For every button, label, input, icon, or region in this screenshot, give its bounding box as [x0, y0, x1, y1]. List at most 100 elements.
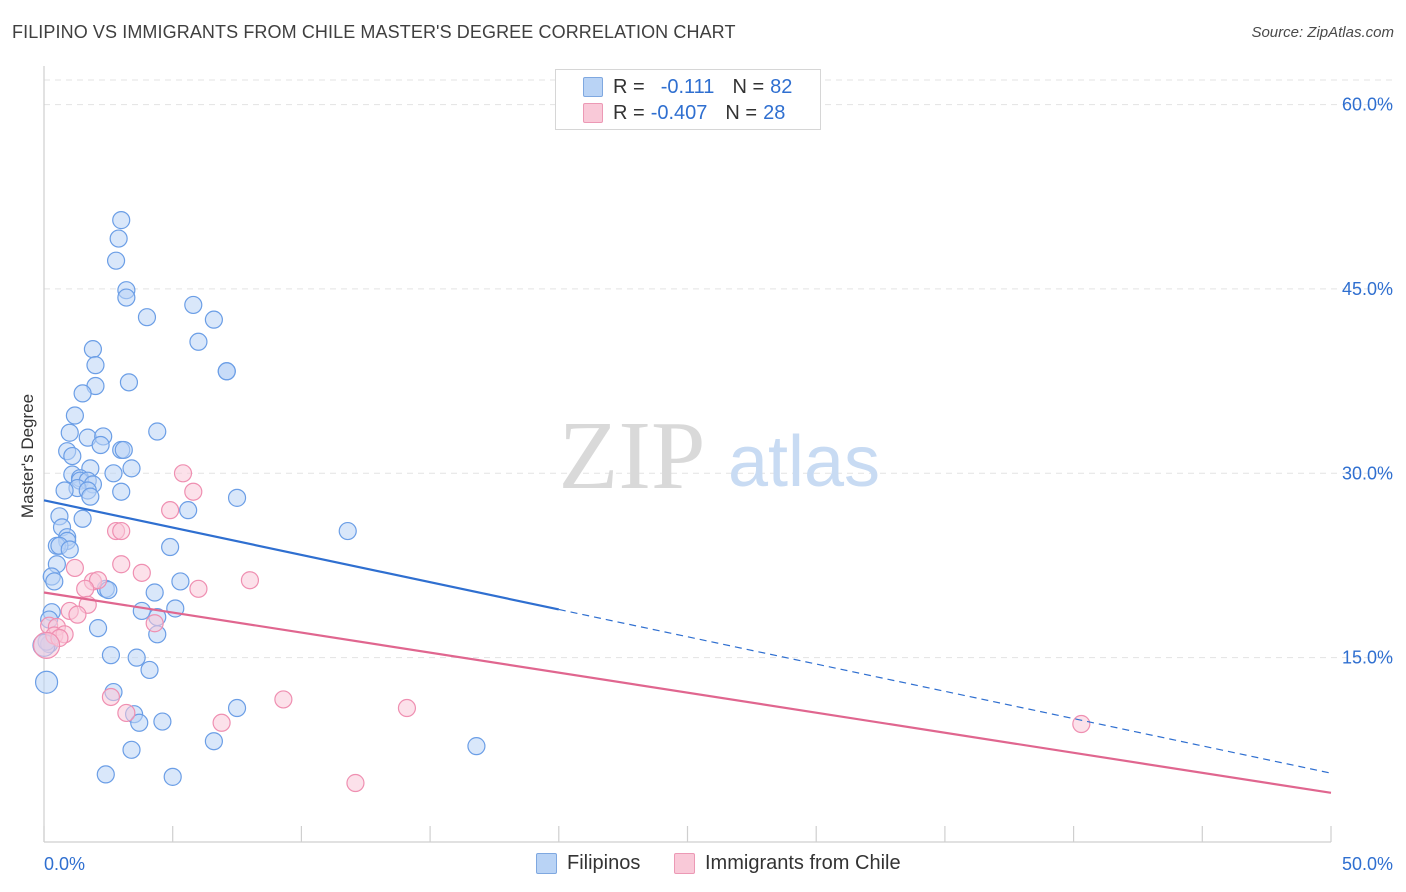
y-axis-label: Master's Degree [18, 393, 37, 519]
filipinos-point [179, 501, 198, 520]
chile-point [145, 614, 164, 633]
chile-point [173, 464, 193, 483]
n-value: 28 [763, 101, 786, 124]
chile-points [32, 464, 1091, 793]
filipinos-point [130, 713, 149, 732]
correlation-legend: R = -0.111 N = 82 R = -0.407 N = 28 [555, 69, 821, 130]
filipinos-point [63, 446, 82, 466]
filipinos-swatch [583, 77, 603, 97]
filipinos-point [88, 619, 108, 638]
filipinos-point [338, 521, 357, 541]
filipinos-point [101, 646, 121, 665]
filipinos-point [204, 310, 223, 329]
filipinos-point [122, 459, 141, 478]
filipinos-point [81, 487, 100, 506]
filipinos-point [112, 482, 131, 501]
filipinos-point [117, 288, 136, 307]
chile-point [189, 579, 208, 598]
filipinos-point [217, 362, 236, 381]
chile-point [212, 713, 231, 732]
filipinos-point [65, 406, 84, 425]
chile-point [397, 698, 417, 718]
trend-lines [43, 499, 1332, 794]
filipinos-point [171, 572, 190, 591]
chile-point [88, 571, 108, 590]
chile-point [101, 687, 121, 707]
filipinos-point [114, 440, 133, 460]
watermark-atlas: atlas [728, 422, 880, 502]
filipinos-point [104, 464, 123, 483]
filipinos-point [145, 583, 164, 602]
series-legend: Filipinos Immigrants from Chile [0, 852, 1406, 876]
y-tick-label: 60.0% [1342, 95, 1393, 115]
filipinos-point [73, 509, 92, 528]
filipinos-point [55, 481, 74, 500]
filipinos-point [227, 488, 247, 507]
legend-row-chile: R = -0.407 N = 28 [583, 102, 785, 124]
chile-point [274, 690, 293, 709]
legend-label-chile: Immigrants from Chile [705, 852, 901, 874]
filipinos-point [127, 648, 146, 667]
filipinos-point [122, 740, 141, 759]
chile-point [32, 631, 61, 659]
filipinos-point [140, 660, 159, 680]
chile-point [68, 605, 87, 624]
n-label: N = [732, 75, 765, 98]
gridlines [44, 79, 1393, 659]
watermark-zip: ZIP [559, 402, 706, 510]
filipinos-point [109, 229, 128, 248]
source-label: Source: ZipAtlas.com [1251, 24, 1394, 41]
filipinos-point [467, 737, 486, 756]
r-label: R = [613, 101, 645, 124]
filipinos-point [83, 340, 103, 359]
filipinos-point [91, 435, 110, 455]
legend-item-filipinos[interactable]: Filipinos [536, 852, 640, 875]
axes [43, 66, 1332, 843]
chile-point [132, 563, 151, 582]
legend-row-filipinos: R = -0.111 N = 82 [583, 76, 792, 98]
filipinos-trend-solid [43, 499, 560, 611]
filipinos-points [32, 211, 486, 786]
chile-point [65, 558, 84, 578]
chile-point [346, 773, 365, 793]
filipinos-point [106, 251, 126, 270]
filipinos-point [148, 422, 167, 441]
filipinos-point [163, 767, 182, 786]
filipinos-point [96, 765, 115, 784]
filipinos-point [45, 572, 64, 591]
filipinos-point [227, 698, 247, 718]
y-tick-label: 30.0% [1342, 463, 1393, 483]
chile-point [76, 579, 95, 598]
filipinos-point [153, 712, 172, 731]
filipinos-point [60, 540, 79, 559]
filipinos-point [132, 601, 151, 621]
chile-point [112, 555, 131, 574]
chile-trend-line [43, 591, 1332, 794]
chile-point [161, 501, 180, 520]
filipinos-point [86, 356, 105, 375]
chile-legend-swatch [674, 853, 695, 874]
r-value: -0.407 [650, 101, 708, 124]
filipinos-point [60, 423, 79, 442]
chile-swatch [583, 103, 603, 123]
filipinos-point [189, 332, 208, 351]
filipinos-point [204, 732, 223, 751]
filipinos-point [119, 373, 139, 392]
chile-point [1072, 714, 1091, 734]
filipinos-legend-swatch [536, 853, 557, 874]
y-tick-label: 45.0% [1342, 279, 1393, 299]
chile-point [117, 703, 136, 723]
chile-point [184, 482, 203, 501]
filipinos-point [112, 211, 131, 230]
filipinos-point [161, 537, 180, 557]
y-tick-label: 15.0% [1342, 648, 1393, 668]
chile-point [240, 571, 260, 590]
chart-title: FILIPINO VS IMMIGRANTS FROM CHILE MASTER… [12, 22, 736, 42]
filipinos-point [184, 295, 203, 315]
legend-label-filipinos: Filipinos [567, 852, 641, 874]
tick-labels: 15.0% 30.0% 45.0% 60.0% 0.0% 50.0% [44, 95, 1393, 874]
n-value: 82 [770, 75, 793, 98]
filipinos-point [73, 384, 92, 403]
legend-item-chile[interactable]: Immigrants from Chile [674, 852, 901, 875]
